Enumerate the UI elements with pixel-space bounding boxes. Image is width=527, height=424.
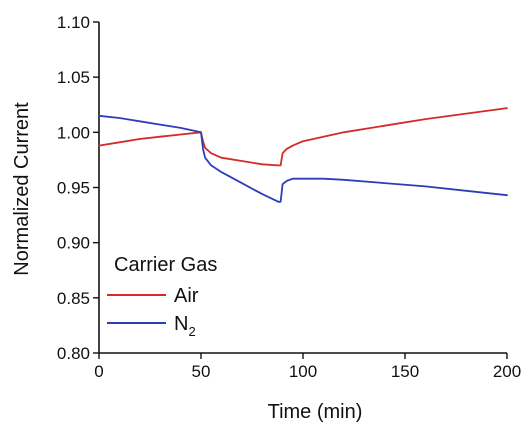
legend-label-n2: N2	[174, 313, 196, 339]
x-tick-label: 200	[493, 362, 521, 381]
y-tick-label: 0.90	[57, 234, 90, 253]
y-tick-label: 0.95	[57, 179, 90, 198]
y-tick-label: 0.80	[57, 344, 90, 363]
y-tick-label: 0.85	[57, 289, 90, 308]
y-axis: 0.80 0.85 0.90 0.95 1.00 1.05 1.10	[57, 13, 99, 363]
y-tick-label: 1.10	[57, 13, 90, 32]
x-tick-label: 100	[289, 362, 317, 381]
x-axis-title: Time (min)	[268, 401, 363, 423]
x-axis: 0 50 100 150 200	[94, 353, 521, 381]
legend-title: Carrier Gas	[114, 254, 217, 276]
legend: Carrier Gas Air N2	[107, 254, 217, 339]
legend-entries: Air N2	[107, 285, 199, 339]
y-axis-title: Normalized Current	[11, 102, 33, 276]
series-layer	[98, 107, 508, 203]
series-line-n2	[98, 114, 508, 203]
legend-label-air: Air	[174, 285, 199, 307]
x-tick-label: 50	[192, 362, 211, 381]
plot-area	[98, 22, 507, 354]
x-tick-label: 150	[391, 362, 419, 381]
x-tick-label: 0	[94, 362, 103, 381]
series-line-air	[98, 107, 508, 167]
y-tick-label: 1.05	[57, 68, 90, 87]
y-tick-label: 1.00	[57, 123, 90, 142]
